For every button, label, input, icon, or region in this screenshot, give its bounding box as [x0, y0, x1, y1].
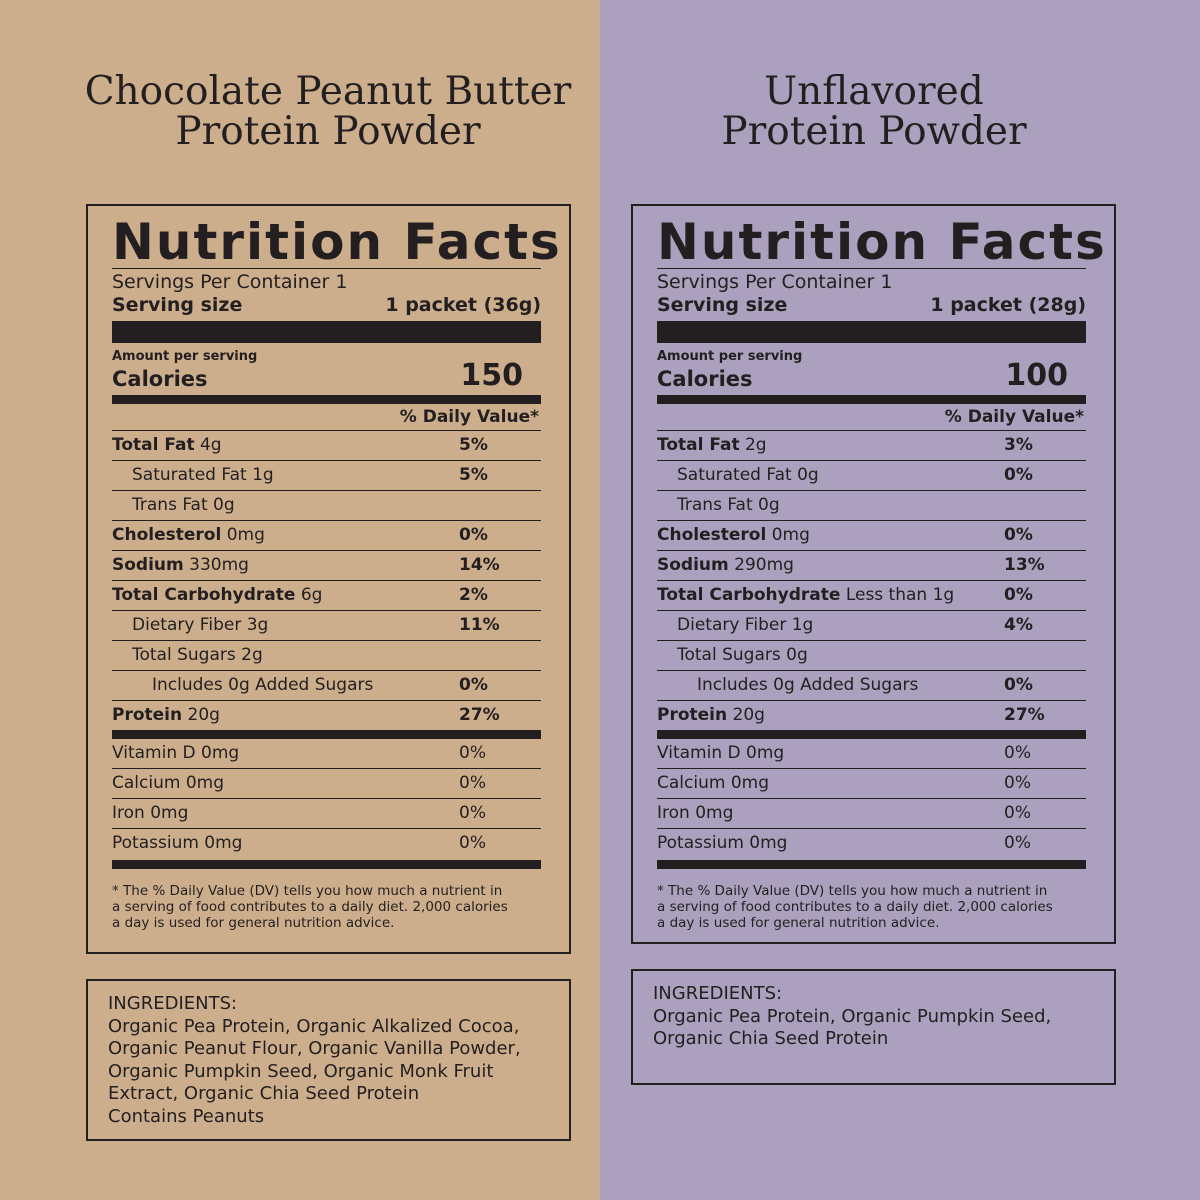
serving-size-value: 1 packet (28g) [930, 294, 1086, 316]
thick-divider [657, 321, 1086, 343]
calories-value: 150 [460, 358, 523, 393]
amount-per-serving: Amount per serving [112, 349, 258, 364]
ingredients-heading: INGREDIENTS: [653, 983, 783, 1004]
ingredients-line: Organic Chia Seed Protein [653, 1028, 889, 1049]
calories-label: Calories [112, 367, 208, 391]
vitamin-row: Vitamin D 0mg 0% [657, 743, 1031, 763]
nutrient-row: Total Sugars 2g [112, 640, 541, 670]
nutrient-row: Trans Fat 0g [112, 490, 541, 520]
servings-per-container: Servings Per Container 1 [112, 271, 348, 293]
calories-row: Calories 100 [657, 360, 1086, 392]
ingredients-line: Organic Pea Protein, Organic Pumpkin See… [653, 1005, 1052, 1027]
unflavored-panel: Unflavored Protein Powder Nutrition Fact… [600, 0, 1200, 1200]
title-line: Unflavored [764, 69, 984, 114]
nutrient-row: Total Carbohydrate 6g 2% [112, 580, 541, 610]
nutrient-row: Total Fat 2g 3% [657, 430, 1086, 460]
nutrient-row: Saturated Fat 1g 5% [112, 460, 541, 490]
nutrient-row: Includes 0g Added Sugars 0% [112, 670, 541, 700]
footnote: * The % Daily Value (DV) tells you how m… [112, 883, 508, 931]
medium-divider [112, 395, 541, 404]
footnote: * The % Daily Value (DV) tells you how m… [657, 883, 1053, 931]
nutrition-facts-heading: Nutrition Facts [112, 213, 562, 271]
chocolate-panel: Chocolate Peanut Butter Protein Powder N… [0, 0, 600, 1200]
nutrition-facts-label: Nutrition Facts Servings Per Container 1… [86, 204, 571, 954]
nutrient-row: Sodium 290mg 13% [657, 550, 1086, 580]
nutrient-row: Includes 0g Added Sugars 0% [657, 670, 1086, 700]
serving-size: Serving size 1 packet (28g) [657, 293, 1086, 317]
vitamin-row: Potassium 0mg 0% [657, 828, 1086, 858]
medium-divider [112, 860, 541, 869]
nutrient-row: Trans Fat 0g [657, 490, 1086, 520]
nutrition-facts-label: Nutrition Facts Servings Per Container 1… [631, 204, 1116, 944]
medium-divider [657, 730, 1086, 739]
ingredients-line: Organic Pumpkin Seed, Organic Monk Fruit [108, 1060, 494, 1082]
title-line: Protein Powder [721, 109, 1027, 154]
vitamin-row: Iron 0mg 0% [657, 798, 1086, 828]
serving-size-value: 1 packet (36g) [385, 294, 541, 316]
vitamin-row: Vitamin D 0mg 0% [112, 743, 486, 763]
product-title: Chocolate Peanut Butter Protein Powder [28, 72, 628, 152]
title-line: Protein Powder [175, 109, 481, 154]
vitamin-row: Calcium 0mg 0% [112, 768, 541, 798]
ingredients-line: Extract, Organic Chia Seed Protein [108, 1083, 420, 1104]
serving-size: Serving size 1 packet (36g) [112, 293, 541, 317]
nutrient-row: Protein 20g 27% [657, 700, 1086, 730]
daily-value-header: % Daily Value* [399, 407, 539, 427]
nutrient-row: Total Carbohydrate Less than 1g 0% [657, 580, 1086, 610]
amount-per-serving: Amount per serving [657, 349, 803, 364]
product-title: Unflavored Protein Powder [574, 72, 1174, 152]
medium-divider [112, 730, 541, 739]
nutrient-row: Cholesterol 0mg 0% [657, 520, 1086, 550]
daily-value-header: % Daily Value* [944, 407, 1084, 427]
allergen-note: Contains Peanuts [108, 1105, 265, 1127]
vitamin-row: Potassium 0mg 0% [112, 828, 541, 858]
nutrient-row: Total Fat 4g 5% [112, 430, 541, 460]
serving-size-label: Serving size [112, 294, 243, 316]
nutrient-row: Protein 20g 27% [112, 700, 541, 730]
ingredients-line: Organic Pea Protein, Organic Alkalized C… [108, 1015, 520, 1037]
vitamin-row: Calcium 0mg 0% [657, 768, 1086, 798]
serving-size-label: Serving size [657, 294, 788, 316]
ingredients-heading: INGREDIENTS: [108, 993, 238, 1014]
nutrient-row: Cholesterol 0mg 0% [112, 520, 541, 550]
calories-row: Calories 150 [112, 360, 541, 392]
nutrient-row: Dietary Fiber 1g 4% [657, 610, 1086, 640]
vitamin-row: Iron 0mg 0% [112, 798, 541, 828]
thick-divider [112, 321, 541, 343]
nutrient-row: Dietary Fiber 3g 11% [112, 610, 541, 640]
nutrient-row: Sodium 330mg 14% [112, 550, 541, 580]
nutrient-row: Saturated Fat 0g 0% [657, 460, 1086, 490]
servings-per-container: Servings Per Container 1 [657, 271, 893, 293]
calories-value: 100 [1005, 358, 1068, 393]
medium-divider [657, 860, 1086, 869]
medium-divider [657, 395, 1086, 404]
nutrition-facts-heading: Nutrition Facts [657, 213, 1107, 271]
nutrient-row: Total Sugars 0g [657, 640, 1086, 670]
ingredients-box: INGREDIENTS: Organic Pea Protein, Organi… [86, 979, 571, 1141]
ingredients-line: Organic Peanut Flour, Organic Vanilla Po… [108, 1038, 521, 1059]
title-line: Chocolate Peanut Butter [84, 69, 572, 114]
calories-label: Calories [657, 367, 753, 391]
ingredients-box: INGREDIENTS: Organic Pea Protein, Organi… [631, 969, 1116, 1085]
